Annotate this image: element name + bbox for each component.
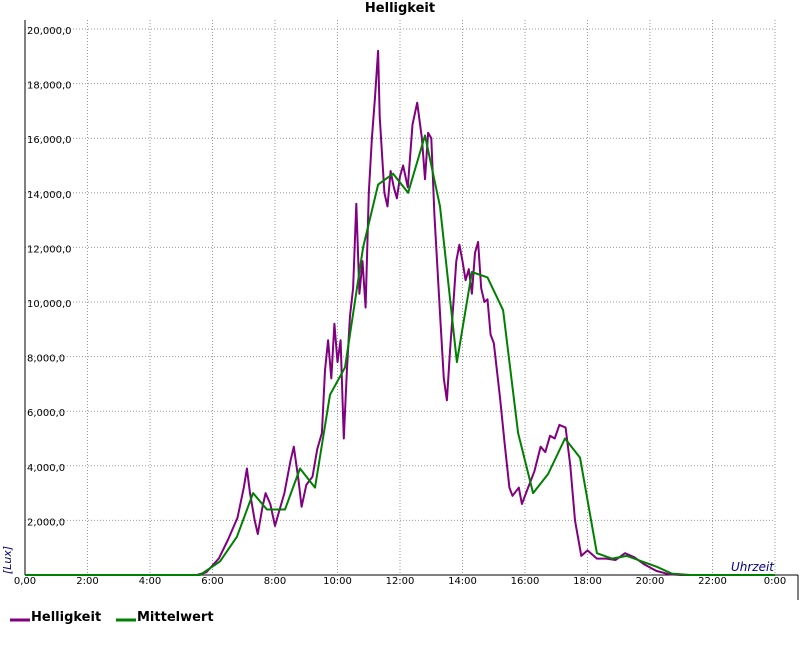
x-tick-label: 4:00	[139, 576, 161, 587]
x-tick-label: 20:00	[636, 576, 665, 587]
x-axis-label: Uhrzeit	[731, 560, 775, 574]
x-tick-label: 0,00	[14, 576, 36, 587]
legend-label: Helligkeit	[31, 610, 101, 625]
y-tick-label: 4,000,0	[27, 463, 65, 474]
x-tick-label: 12:00	[386, 576, 415, 587]
legend-label: Mittelwert	[137, 610, 214, 625]
y-tick-label: 6,000,0	[27, 408, 65, 419]
series-line	[25, 134, 775, 576]
y-axis-label: [Lux]	[1, 546, 14, 574]
x-tick-label: 6:00	[201, 576, 223, 587]
y-tick-label: 12,000,0	[27, 244, 72, 255]
x-tick-label: 18:00	[573, 576, 602, 587]
chart-title: Helligkeit	[365, 1, 435, 16]
y-tick-label: 8,000,0	[27, 354, 65, 365]
x-tick-label: 22:00	[698, 576, 727, 587]
x-tick-label: 8:00	[264, 576, 286, 587]
x-tick-label: 14:00	[448, 576, 477, 587]
x-tick-label: 10:00	[323, 576, 352, 587]
series-line	[25, 49, 775, 576]
x-tick-label: 16:00	[511, 576, 540, 587]
y-tick-label: 2,000,0	[27, 517, 65, 528]
y-tick-label: 10,000,0	[27, 299, 72, 310]
x-tick-label: 2:00	[76, 576, 98, 587]
x-tick-label: 0:00	[764, 576, 786, 587]
y-tick-label: 14,000,0	[27, 190, 72, 201]
y-tick-label: 16,000,0	[27, 135, 72, 146]
y-tick-label: 20,000,0	[27, 26, 72, 37]
y-tick-label: 18,000,0	[27, 81, 72, 92]
